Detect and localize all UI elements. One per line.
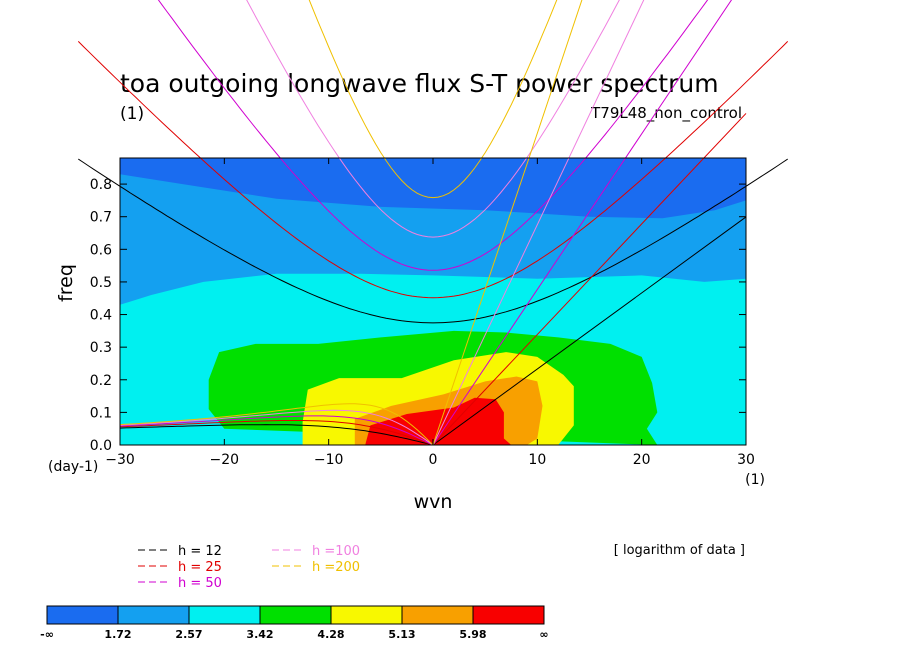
subtitle-left: (1)	[120, 104, 144, 124]
kelvin-h25	[432, 113, 747, 446]
kelvin-h200	[432, 0, 583, 446]
x-tick-label: −20	[210, 452, 240, 468]
y-axis-label: freq	[55, 264, 77, 302]
rossby-h25	[119, 420, 434, 446]
legend-label: h = 12	[178, 544, 222, 559]
colorbar-swatch	[330, 605, 403, 625]
x-axis-label: wvn	[414, 491, 453, 513]
colorbar-label: 3.42	[246, 628, 273, 641]
colorbar-swatch	[259, 605, 332, 625]
y-tick-label: 0.1	[90, 405, 112, 421]
kelvin-h50	[432, 0, 733, 446]
y-tick-label: 0.6	[90, 242, 112, 258]
y-tick-label: 0.7	[90, 210, 112, 226]
igw-h12	[78, 158, 788, 324]
colorbar-swatch	[188, 605, 261, 625]
dispersion-h50	[119, 0, 733, 446]
x-tick-label: −30	[105, 452, 135, 468]
dispersion-h12	[78, 158, 788, 446]
rossby-h100	[119, 409, 434, 446]
y-tick-label: 0.5	[90, 275, 112, 291]
igw-h200	[308, 0, 558, 199]
y-tick-label: 0.8	[90, 177, 112, 193]
chart-title: toa outgoing longwave flux S-T power spe…	[120, 69, 719, 98]
rossby-h200	[119, 403, 434, 446]
dispersion-h25	[77, 41, 789, 446]
colorbar-swatch	[46, 605, 119, 625]
colorbar-swatch	[401, 605, 474, 625]
legend-label: h =200	[312, 560, 360, 575]
colorbar-label: 2.57	[175, 628, 202, 641]
legend-label: h = 50	[178, 576, 222, 591]
x-unit-label: (1)	[745, 472, 765, 488]
colorbar-label: -∞	[40, 628, 54, 641]
axes: −30 −20 −10 0 10 20 30 0.0 0.1 0.2 0.3 0.4 0.5 0.6 0.7…	[90, 158, 755, 468]
x-tick-label: −10	[314, 452, 344, 468]
note-label: [ logarithm of data ]	[614, 543, 745, 558]
colorbar-label: ∞	[539, 628, 548, 641]
level-6-region	[365, 397, 512, 445]
colorbar-label: 1.72	[104, 628, 131, 641]
legend-label: h =100	[312, 544, 360, 559]
y-unit-label: (day-1)	[48, 459, 98, 475]
y-tick-label: 0.2	[90, 373, 112, 389]
y-tick-label: 0.0	[90, 438, 112, 454]
subtitle-right: T79L48_non_control	[590, 104, 742, 123]
x-tick-label: 0	[429, 452, 438, 468]
igw-h50	[157, 0, 709, 271]
x-tick-label: 20	[633, 452, 651, 468]
y-tick-label: 0.4	[90, 308, 112, 324]
dispersion-curves	[77, 0, 789, 446]
igw-h25	[77, 41, 789, 299]
colorbar-label: 5.13	[388, 628, 415, 641]
colorbar-label: 4.28	[317, 628, 344, 641]
colorbar: -∞ 1.72 2.57 3.42 4.28 5.13 5.98 ∞	[40, 605, 549, 641]
y-tick-label: 0.3	[90, 340, 112, 356]
legend-label: h = 25	[178, 560, 222, 575]
colorbar-label: 5.98	[459, 628, 486, 641]
x-tick-label: 10	[528, 452, 546, 468]
kelvin-h12	[432, 216, 747, 446]
colorbar-swatch	[117, 605, 190, 625]
kelvin-h100	[432, 0, 645, 446]
filled-contours	[120, 158, 746, 445]
dispersion-h200	[119, 0, 583, 446]
rossby-h12	[119, 424, 434, 446]
igw-h100	[246, 0, 620, 238]
x-tick-label: 30	[737, 452, 755, 468]
colorbar-swatch	[472, 605, 545, 625]
rossby-h50	[119, 415, 434, 446]
dispersion-h100	[119, 0, 645, 446]
